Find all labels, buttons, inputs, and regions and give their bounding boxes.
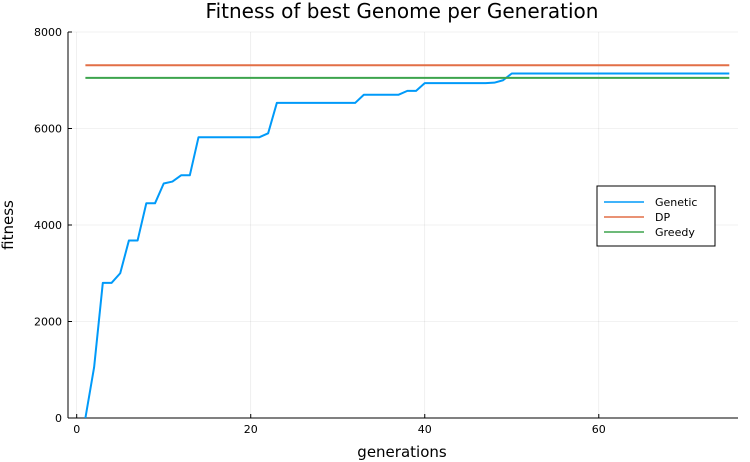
y-tick-label: 2000 [34,316,62,329]
x-tick-label: 40 [418,423,432,436]
chart-title: Fitness of best Genome per Generation [206,0,599,23]
y-tick-label: 6000 [34,123,62,136]
legend-box [596,185,716,247]
y-tick-label: 0 [55,412,62,425]
legend-label-greedy: Greedy [655,226,695,239]
x-tick-label: 60 [592,423,606,436]
x-axis-label: generations [357,443,447,461]
x-tick-label: 0 [73,423,80,436]
y-tick-label: 4000 [34,219,62,232]
series-lines [84,64,730,419]
ticks: 0 20 40 60 0 2000 4000 6000 8000 [34,26,606,436]
y-axis-label: fitness [0,200,17,250]
series-line-genetic [84,72,730,419]
legend: Genetic DP Greedy [596,185,716,247]
x-tick-label: 20 [244,423,258,436]
legend-label-dp: DP [655,211,670,224]
legend-label-genetic: Genetic [655,196,697,209]
y-tick-label: 8000 [34,26,62,39]
